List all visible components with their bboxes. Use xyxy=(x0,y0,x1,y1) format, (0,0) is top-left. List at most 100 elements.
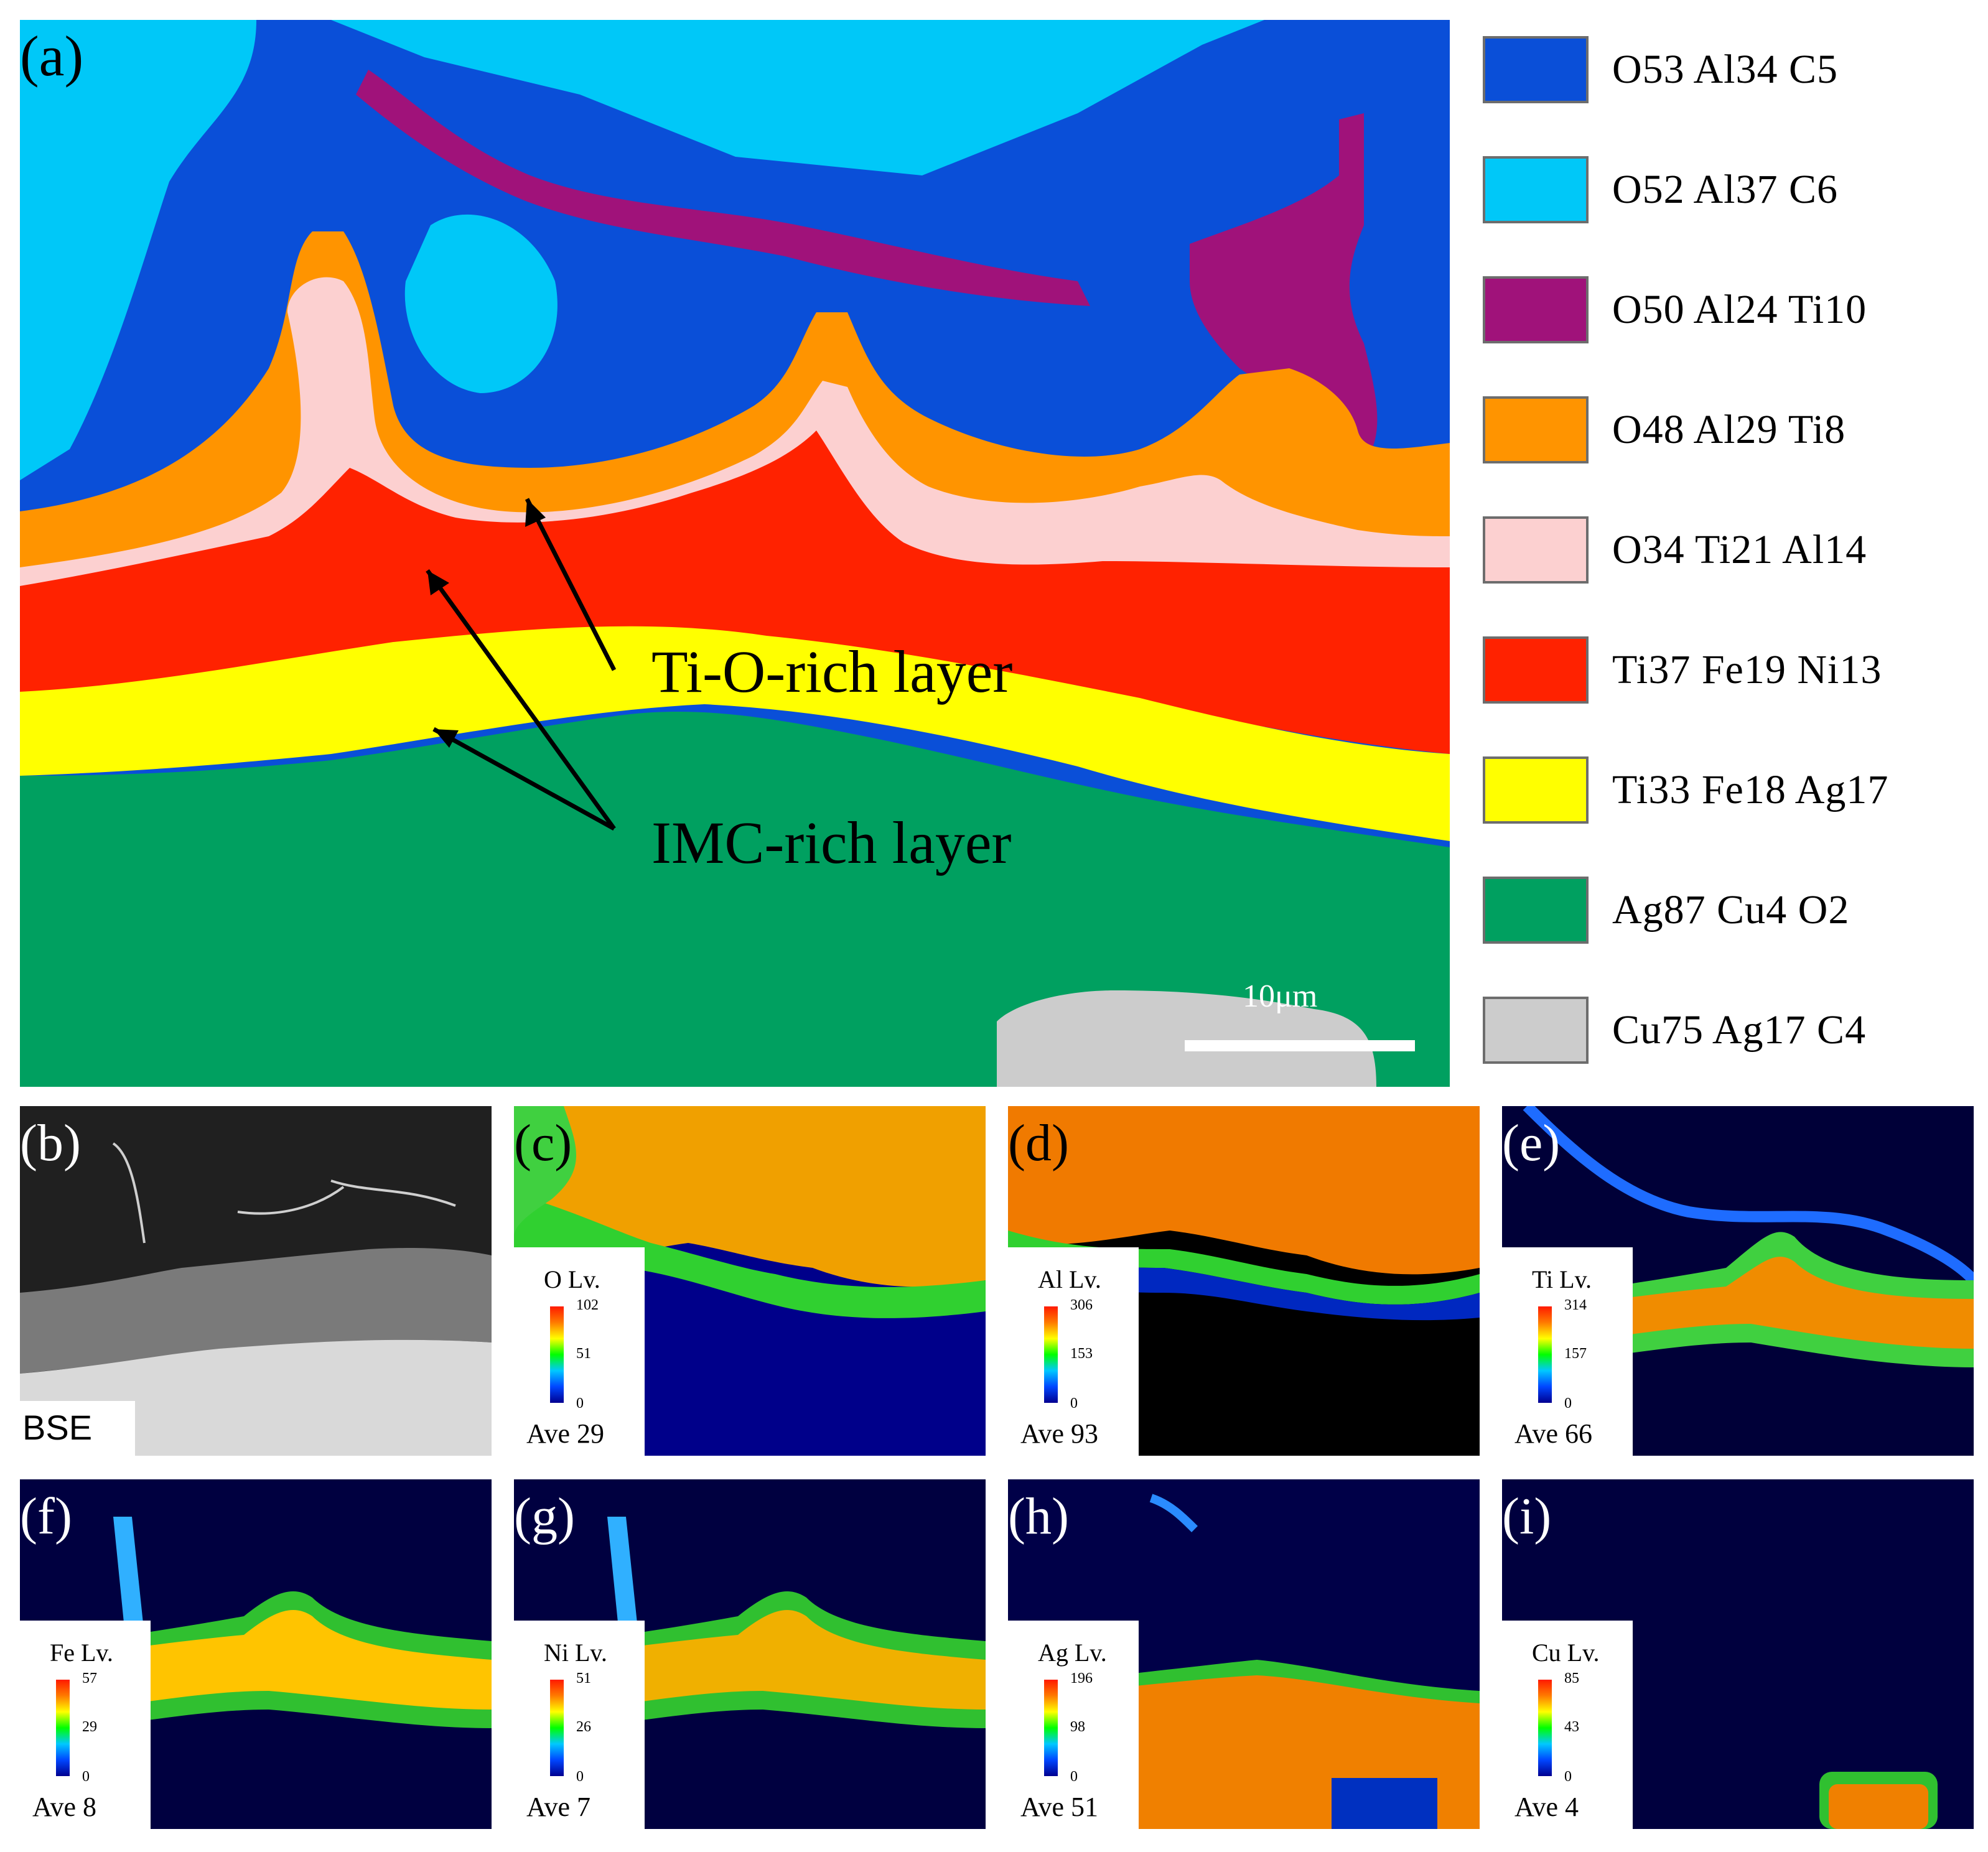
bse-image xyxy=(20,1106,492,1456)
legend-label: O34 Ti21 Al14 xyxy=(1612,527,1867,572)
colorbar-d: Al Lv. 306 153 0 Ave 93 xyxy=(1008,1247,1139,1456)
legend-item: O52 Al37 C6 xyxy=(1483,156,1838,224)
region-yellow xyxy=(20,626,1450,841)
colorbar-min: 0 xyxy=(576,1769,584,1785)
colorbar-max: 306 xyxy=(1070,1297,1093,1313)
colorbar-mid: 153 xyxy=(1070,1346,1093,1362)
panel-g-letter: (g) xyxy=(514,1487,575,1545)
map-b-bse: (b) BSE xyxy=(20,1106,492,1456)
legend-label: O48 Al29 Ti8 xyxy=(1612,407,1846,452)
colorbar-gradient xyxy=(550,1680,564,1776)
region-cyan xyxy=(404,214,558,393)
average-value: Ave 8 xyxy=(32,1792,97,1822)
panel-e-letter: (e) xyxy=(1502,1114,1561,1172)
colorbar-g: Ni Lv. 51 26 0 Ave 7 xyxy=(514,1621,645,1829)
legend-label: Ti33 Fe18 Ag17 xyxy=(1612,767,1889,812)
panel-h-letter: (h) xyxy=(1008,1487,1069,1545)
panel-i-letter: (i) xyxy=(1502,1487,1552,1545)
annotation-ti-o-rich-layer: Ti-O-rich layer xyxy=(651,638,1013,705)
legend-label: O52 Al37 C6 xyxy=(1612,167,1839,212)
colorbar-gradient xyxy=(1044,1306,1058,1403)
panel-f-letter: (f) xyxy=(20,1487,72,1545)
legend-swatch xyxy=(1483,396,1589,463)
map-e-titanium: (e) Ti Lv. 314 157 0 Ave 66 xyxy=(1502,1106,1974,1456)
colorbar-title: Al Lv. xyxy=(1038,1265,1101,1293)
legend-swatch xyxy=(1483,276,1589,343)
legend-item: Ag87 Cu4 O2 xyxy=(1483,876,1849,944)
colorbar-title: Cu Lv. xyxy=(1532,1639,1600,1667)
legend-item: Ti37 Fe19 Ni13 xyxy=(1483,636,1882,704)
legend-swatch xyxy=(1483,36,1589,103)
colorbar-min: 0 xyxy=(1070,1769,1078,1785)
legend-swatch xyxy=(1483,516,1589,584)
colorbar-mid: 51 xyxy=(576,1346,591,1362)
panel-d-letter: (d) xyxy=(1008,1114,1069,1172)
colorbar-mid: 157 xyxy=(1564,1346,1587,1362)
colorbar-gradient xyxy=(550,1306,564,1403)
region-gray xyxy=(997,990,1376,1087)
colorbar-min: 0 xyxy=(576,1395,584,1412)
colorbar-max: 314 xyxy=(1564,1297,1587,1313)
colorbar-min: 0 xyxy=(1564,1395,1572,1412)
colorbar-f: Fe Lv. 57 29 0 Ave 8 xyxy=(20,1621,151,1829)
legend-swatch xyxy=(1483,997,1589,1064)
map-c-oxygen: (c) O Lv. 102 51 0 Ave 29 xyxy=(514,1106,986,1456)
average-value: Ave 29 xyxy=(526,1418,605,1449)
colorbar-mid: 26 xyxy=(576,1719,591,1735)
legend-item: O53 Al34 C5 xyxy=(1483,35,1838,104)
oxygen-map-image xyxy=(514,1106,986,1456)
colorbar-mid: 98 xyxy=(1070,1719,1085,1735)
legend-label: O53 Al34 C5 xyxy=(1612,47,1839,92)
colorbar-max: 51 xyxy=(576,1670,591,1687)
average-value: Ave 51 xyxy=(1020,1792,1099,1822)
colorbar-max: 196 xyxy=(1070,1670,1093,1687)
colorbar-max: 57 xyxy=(82,1670,97,1687)
colorbar-mid: 43 xyxy=(1564,1719,1579,1735)
phase-map-panel-a: (a) Ti-O-rich layer IMC-rich layer 10μm xyxy=(20,20,1450,1087)
phase-map-image xyxy=(20,20,1450,1087)
legend-item: O50 Al24 Ti10 xyxy=(1483,276,1867,344)
colorbar-gradient xyxy=(1044,1680,1058,1776)
average-value: Ave 4 xyxy=(1514,1792,1579,1822)
bse-label-box: BSE xyxy=(20,1401,135,1456)
arrow-head xyxy=(525,499,546,527)
arrows xyxy=(426,498,617,831)
region-purple xyxy=(1190,113,1378,468)
legend-label: O50 Al24 Ti10 xyxy=(1612,287,1867,332)
colorbar-title: O Lv. xyxy=(544,1265,600,1293)
map-f-iron: (f) Fe Lv. 57 29 0 Ave 8 xyxy=(20,1479,492,1829)
colorbar-i: Cu Lv. 85 43 0 Ave 4 xyxy=(1502,1621,1633,1829)
legend-label: Cu75 Ag17 C4 xyxy=(1612,1007,1867,1053)
legend-item: Cu75 Ag17 C4 xyxy=(1483,996,1866,1064)
panel-b-letter: (b) xyxy=(20,1114,81,1172)
region-purple xyxy=(356,70,1090,306)
region-red xyxy=(20,430,1450,754)
legend-item: Ti33 Fe18 Ag17 xyxy=(1483,756,1888,824)
colorbar-e: Ti Lv. 314 157 0 Ave 66 xyxy=(1502,1247,1633,1456)
colorbar-min: 0 xyxy=(82,1769,90,1785)
average-value: Ave 93 xyxy=(1020,1418,1099,1449)
legend-item: O48 Al29 Ti8 xyxy=(1483,396,1846,464)
legend-item: O34 Ti21 Al14 xyxy=(1483,516,1867,584)
colorbar-gradient xyxy=(1538,1680,1552,1776)
average-value: Ave 66 xyxy=(1514,1418,1593,1449)
annotation-imc-rich-layer: IMC-rich layer xyxy=(651,809,1012,876)
map-h-silver: (h) Ag Lv. 196 98 0 Ave 51 xyxy=(1008,1479,1480,1829)
colorbar-min: 0 xyxy=(1564,1769,1572,1785)
map-i-copper: (i) Cu Lv. 85 43 0 Ave 4 xyxy=(1502,1479,1974,1829)
colorbar-title: Ti Lv. xyxy=(1532,1265,1592,1293)
legend-label: Ti37 Fe19 Ni13 xyxy=(1612,647,1882,692)
colorbar-max: 102 xyxy=(576,1297,599,1313)
map-d-aluminum: (d) Al Lv. 306 153 0 Ave 93 xyxy=(1008,1106,1480,1456)
arrow-head xyxy=(434,729,459,748)
colorbar-c: O Lv. 102 51 0 Ave 29 xyxy=(514,1247,645,1456)
colorbar-mid: 29 xyxy=(82,1719,97,1735)
nickel-map-image xyxy=(514,1479,986,1829)
colorbar-title: Ni Lv. xyxy=(544,1639,607,1667)
legend-swatch xyxy=(1483,877,1589,944)
colorbar-gradient xyxy=(56,1680,70,1776)
legend-swatch xyxy=(1483,756,1589,824)
panel-c-letter: (c) xyxy=(514,1114,572,1172)
region-cyan xyxy=(406,20,1202,151)
colorbar-h: Ag Lv. 196 98 0 Ave 51 xyxy=(1008,1621,1139,1829)
